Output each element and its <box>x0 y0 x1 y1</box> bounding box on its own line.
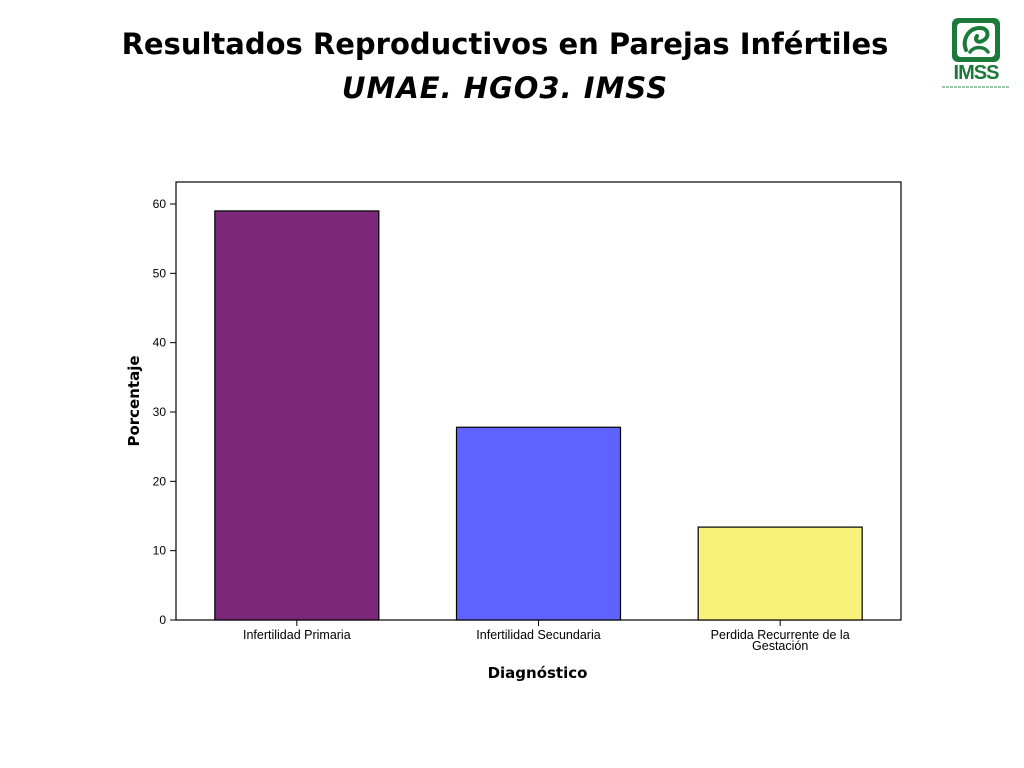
slide-title: Resultados Reproductivos en Parejas Infé… <box>121 27 889 61</box>
y-tick-label: 20 <box>153 474 167 488</box>
x-axis-title: Diagnóstico <box>488 664 588 682</box>
bar <box>214 210 380 621</box>
bar <box>697 526 863 621</box>
y-axis: 0 10 20 30 40 50 60 <box>153 197 176 627</box>
x-axis: Infertilidad Primaria Infertilidad Secund… <box>243 620 850 653</box>
imss-logo <box>952 18 1000 62</box>
y-tick-label: 50 <box>153 266 167 280</box>
bars <box>214 210 863 621</box>
x-tick-label: Perdida Recurrente de la <box>711 628 850 642</box>
y-tick-label: 0 <box>159 613 166 627</box>
slide-subtitle: UMAE. HGO3. IMSS <box>341 71 669 105</box>
y-tick-label: 40 <box>153 336 167 350</box>
x-tick-label: Gestación <box>752 639 808 653</box>
logo-tagline <box>942 86 1010 88</box>
y-tick-label: 30 <box>153 405 167 419</box>
x-tick-label: Infertilidad Primaria <box>243 628 351 642</box>
logo-text: IMSS <box>953 62 1000 84</box>
bar <box>455 426 622 621</box>
y-axis-title: Porcentaje <box>125 355 143 446</box>
x-tick-label: Infertilidad Secundaria <box>476 628 600 642</box>
y-tick-label: 60 <box>153 197 167 211</box>
y-tick-label: 10 <box>153 544 167 558</box>
